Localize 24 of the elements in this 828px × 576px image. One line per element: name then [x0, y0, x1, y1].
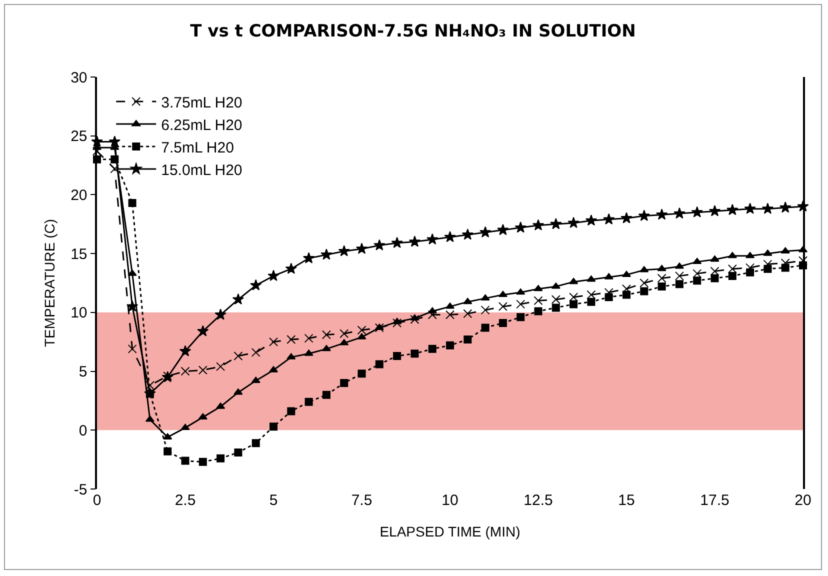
y-tick-label: 15	[70, 246, 88, 263]
legend-label: 3.75mL H20	[161, 94, 242, 112]
x-tick-label: 15	[618, 492, 635, 509]
x-tick-label: 20	[794, 492, 812, 509]
y-tick-label: 25	[70, 128, 88, 146]
y-tick-label: 30	[70, 69, 88, 86]
y-tick-label: 5	[78, 364, 88, 381]
legend-label: 7.5mL H20	[161, 139, 234, 156]
x-tick-label: 17.5	[700, 492, 730, 509]
x-axis-title: ELAPSED TIME (MIN)	[380, 523, 520, 540]
chart-title: T vs t COMPARISON-7.5G NH₄NO₃ IN SOLUTION	[190, 22, 636, 42]
y-tick-label: 0	[78, 422, 88, 440]
y-tick-label: 10	[70, 304, 88, 322]
x-tick-label: 12.5	[524, 492, 553, 509]
legend-label: 15.0mL H20	[161, 162, 242, 179]
x-tick-label: 2.5	[174, 492, 196, 509]
x-tick-label: 10	[442, 492, 458, 509]
y-tick-label: 20	[70, 186, 88, 204]
x-tick-label: 7.5	[351, 492, 372, 509]
legend-label: 6.25mL H20	[161, 116, 242, 134]
x-tick-label: 5	[269, 492, 278, 509]
x-tick-label: 0	[92, 492, 102, 509]
y-axis-title: TEMPERATURE (C)	[42, 218, 58, 348]
y-tick-label: -5	[74, 481, 88, 498]
